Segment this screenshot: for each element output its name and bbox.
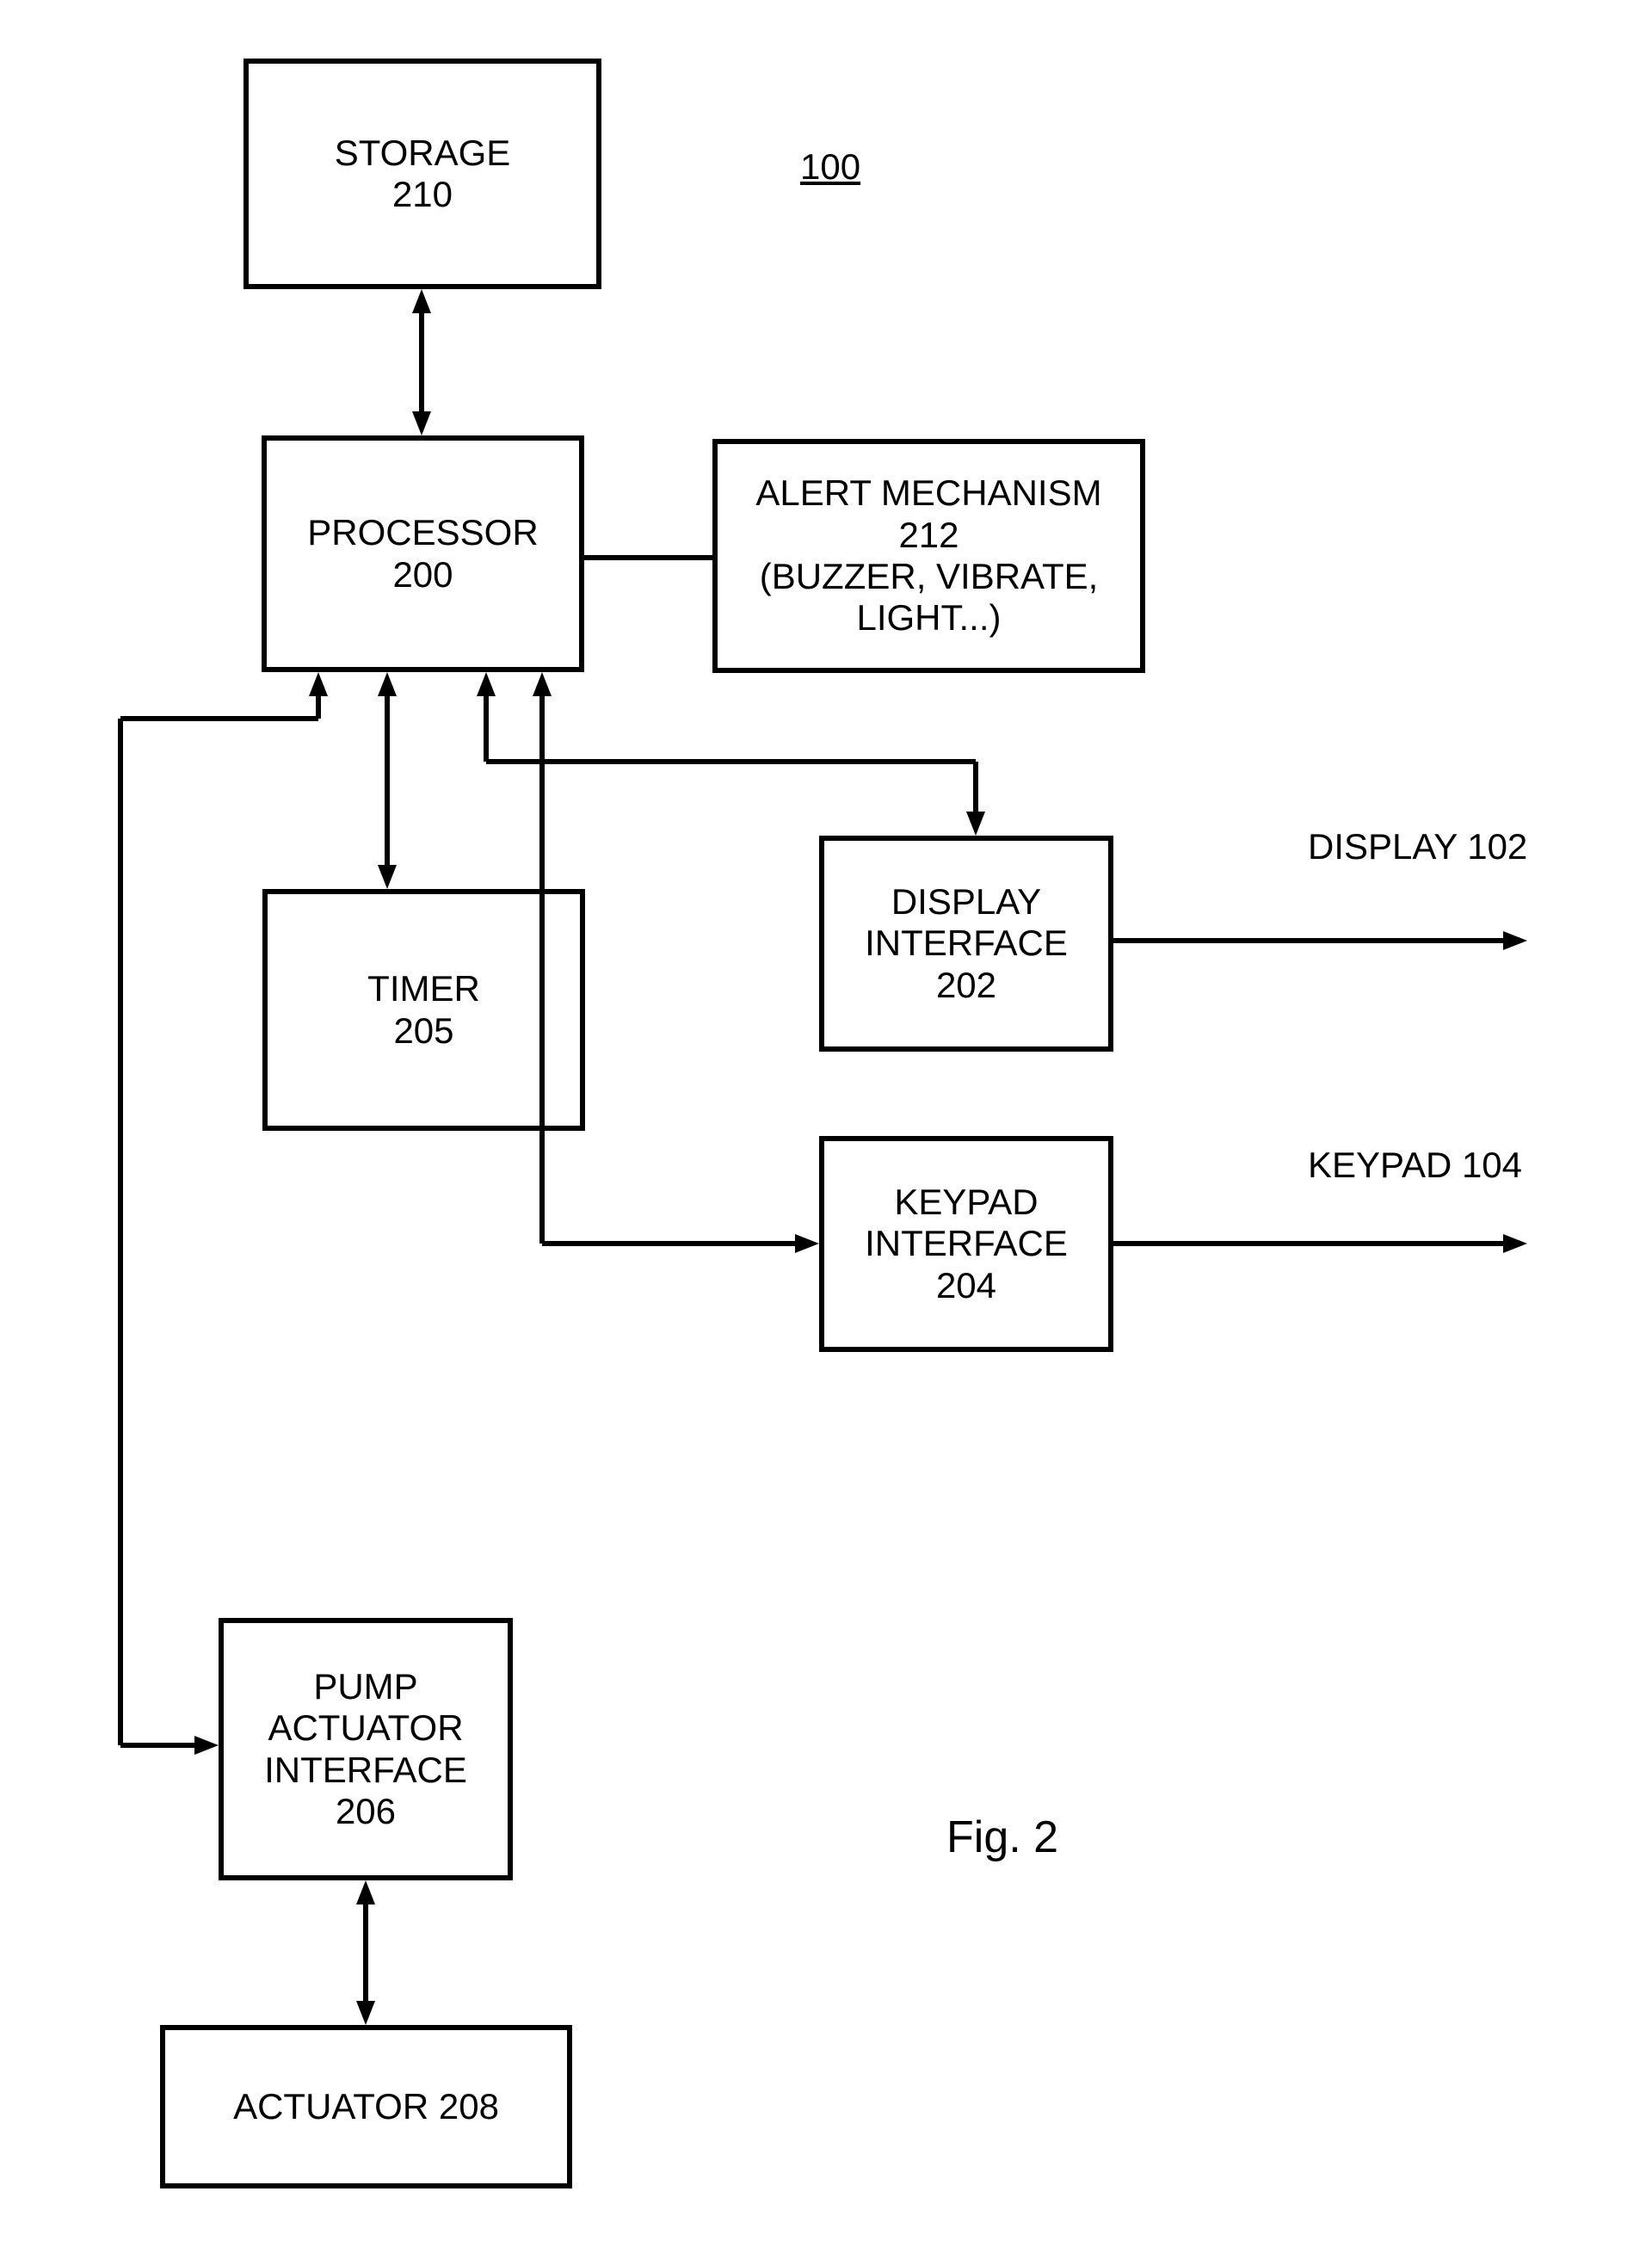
node-text-line: INTERFACE <box>264 1750 467 1791</box>
node-text-line: KEYPAD <box>894 1182 1038 1223</box>
external-label-keypad: KEYPAD 104 <box>1308 1145 1522 1186</box>
node-text-line: PROCESSOR <box>307 512 538 553</box>
node-text-line: STORAGE <box>335 133 511 174</box>
node-text-line: LIGHT...) <box>856 597 1001 639</box>
node-text-line: ACTUATOR <box>268 1707 463 1749</box>
node-text-line: 206 <box>336 1791 396 1832</box>
edge-processor-pump <box>120 672 328 1755</box>
edge-pump-actuator <box>356 1880 375 2025</box>
node-text-line: 205 <box>393 1010 453 1052</box>
node-text-line: INTERFACE <box>865 923 1068 964</box>
node-text-line: 210 <box>392 174 453 215</box>
node-text-line: 212 <box>898 515 959 556</box>
node-text-line: DISPLAY <box>891 881 1041 923</box>
edge-display-out <box>1113 931 1527 950</box>
edge-processor-display <box>477 672 985 836</box>
node-text-line: 202 <box>936 965 996 1006</box>
node-text-line: INTERFACE <box>865 1223 1068 1264</box>
external-label-display: DISPLAY 102 <box>1308 826 1527 867</box>
figure-label: Fig. 2 <box>946 1812 1058 1863</box>
node-keypad-interface: KEYPADINTERFACE204 <box>819 1136 1113 1352</box>
node-pump-actuator-interface: PUMPACTUATORINTERFACE206 <box>219 1618 513 1880</box>
node-text-line: ALERT MECHANISM <box>755 472 1101 514</box>
node-storage: STORAGE210 <box>243 59 601 289</box>
node-text-line: 204 <box>936 1265 996 1306</box>
node-text-line: TIMER <box>367 968 480 1009</box>
diagram-canvas: STORAGE210 PROCESSOR200 ALERT MECHANISM2… <box>0 0 1652 2247</box>
node-actuator: ACTUATOR 208 <box>160 2025 572 2188</box>
node-timer: TIMER205 <box>262 889 585 1131</box>
system-label: 100 <box>800 146 860 188</box>
node-processor: PROCESSOR200 <box>262 435 584 672</box>
node-text-line: PUMP <box>313 1666 417 1707</box>
node-text-line: 200 <box>392 554 453 596</box>
edge-keypad-out <box>1113 1234 1527 1253</box>
node-display-interface: DISPLAYINTERFACE202 <box>819 836 1113 1052</box>
edge-storage-processor <box>412 289 431 435</box>
edge-processor-timer <box>378 672 397 889</box>
node-alert-mechanism: ALERT MECHANISM212(BUZZER, VIBRATE,LIGHT… <box>712 439 1145 673</box>
node-text-line: ACTUATOR 208 <box>233 2086 499 2127</box>
node-text-line: (BUZZER, VIBRATE, <box>760 556 1099 597</box>
edges-layer <box>0 0 1652 2247</box>
